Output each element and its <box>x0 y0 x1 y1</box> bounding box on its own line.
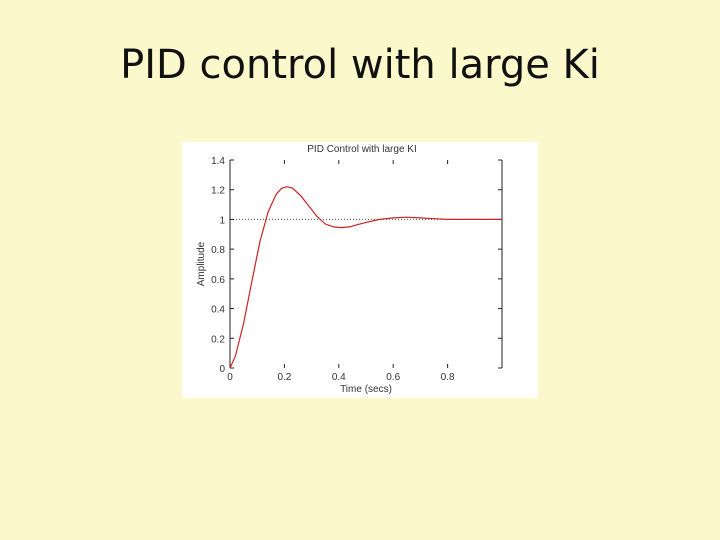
x-tick-label: 0.2 <box>277 372 291 383</box>
x-tick-label: 0.8 <box>441 372 455 383</box>
chart-image: PID Control with large KI Amplitude Time… <box>182 142 538 398</box>
chart-title: PID Control with large KI <box>307 144 417 155</box>
y-tick-label: 0.8 <box>211 245 225 256</box>
y-tick-label: 1.2 <box>211 186 225 197</box>
y-tick-label: 1.4 <box>211 156 225 167</box>
y-tick-label: 1 <box>219 215 225 226</box>
response-curve <box>229 186 502 369</box>
y-tick-label: 0 <box>219 364 225 375</box>
x-axis-label: Time (secs) <box>340 384 392 395</box>
y-tick-label: 0.4 <box>211 305 225 316</box>
pid-chart: PID Control with large KI Amplitude Time… <box>196 144 503 395</box>
y-tick-label: 0.2 <box>211 334 225 345</box>
x-tick-label: 0.4 <box>332 372 346 383</box>
slide-title: PID control with large Ki <box>120 42 600 88</box>
x-tick-label: 0.6 <box>386 372 400 383</box>
y-axis-label: Amplitude <box>196 241 207 286</box>
y-tick-label: 0.6 <box>211 275 225 286</box>
x-tick-label: 0 <box>227 372 233 383</box>
